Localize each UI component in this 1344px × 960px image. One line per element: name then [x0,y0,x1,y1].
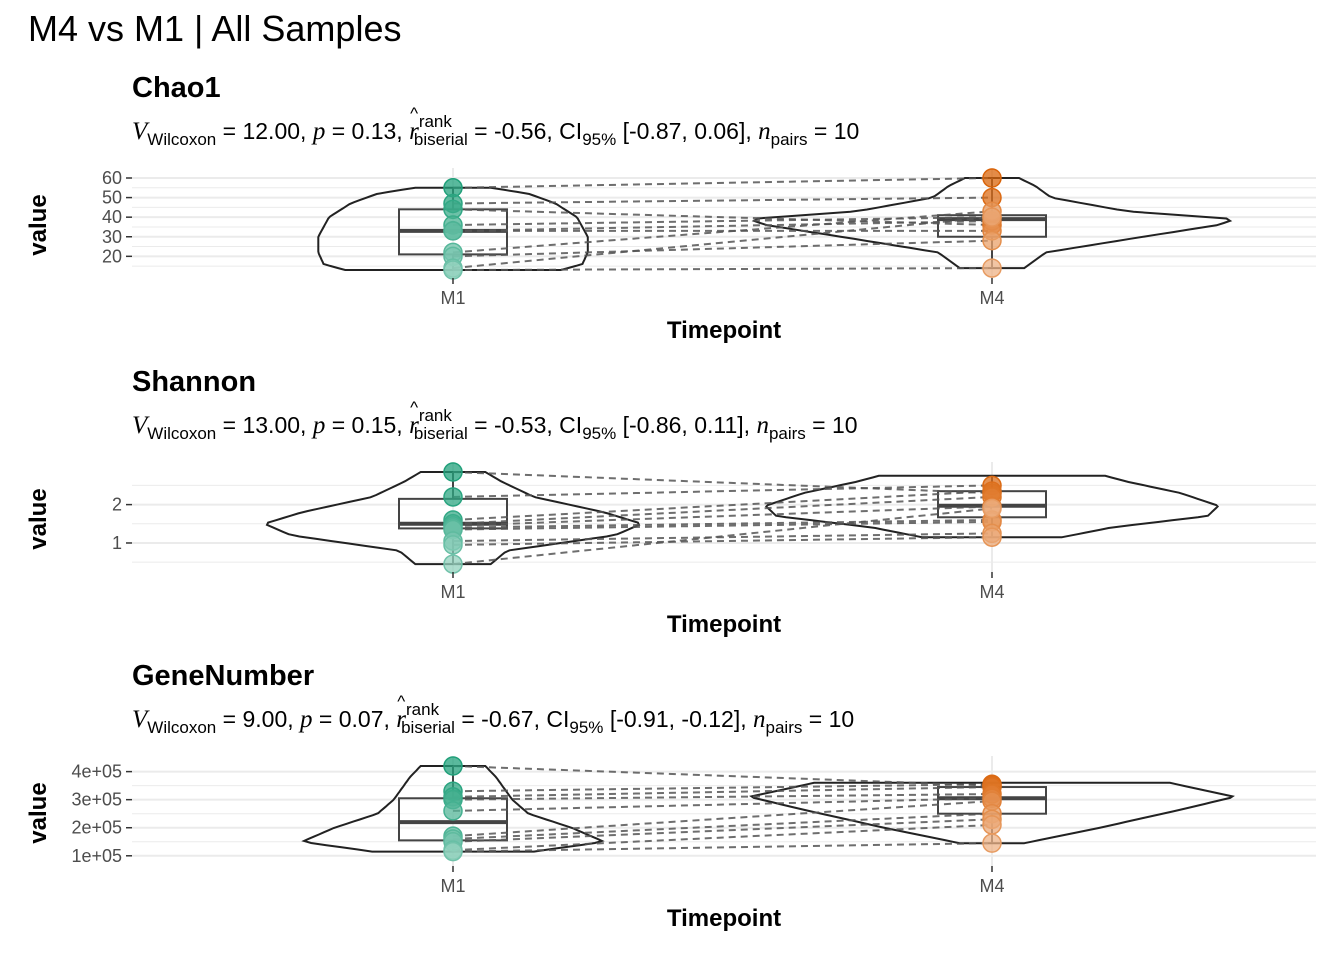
x-tick-label: M4 [979,876,1004,896]
panel-title: Chao1 [132,72,221,104]
x-axis-label: Timepoint [667,611,781,638]
pair-line [452,842,993,853]
violin-m4 [751,177,1233,270]
pair-line [452,220,993,232]
chart-svg: 1e+05 2e+05 3e+05 4e+05 M1 M4 Timepoint value [25,756,1316,932]
ci-value: [-0.87, 0.06] [622,118,746,144]
pair-line [452,536,993,546]
n-value: 10 [833,118,860,144]
violin-m1 [301,765,605,853]
y-tick-label: 30 [102,227,122,247]
chart-panel-shannon: Shannon VWilcoxon = 13.00, p = 0.15, r ^ ra… [0,366,1344,660]
y-tick-label: 1e+05 [71,846,122,866]
panel-title: Shannon [132,366,257,398]
panel-subtitle: VWilcoxon = 12.00, p = 0.13, r ^ rankbiser… [132,104,860,149]
point-m1 [443,801,463,821]
r-value: -0.53 [493,412,547,438]
y-tick-label: 20 [102,246,122,266]
chart-svg: 1 2 M1 M4 Timepoint value [25,462,1316,638]
pair-line [452,484,993,498]
y-axis-label: value [25,488,52,549]
violin-m4 [764,474,1220,539]
point-m1 [443,462,463,482]
point-m4 [982,207,1002,227]
pair-line [452,505,993,527]
pair-line [452,490,993,521]
point-m1 [443,841,463,862]
point-m4 [982,527,1002,547]
pair-line [452,267,993,272]
ci-value: [-0.91, -0.12] [609,706,741,732]
x-tick-label: M1 [440,582,465,602]
pair-line [452,520,993,531]
pair-line [452,765,993,787]
x-tick-label: M4 [979,288,1004,308]
point-m1 [443,221,463,241]
y-tick-label: 2 [112,495,122,515]
y-axis-label: value [25,782,52,843]
y-axis-label: value [25,194,52,255]
y-tick-label: 4e+05 [71,762,122,782]
stat-value: 12.00 [242,118,301,144]
pair-line [452,210,993,254]
r-value: -0.67 [481,706,534,732]
r-value: -0.56 [493,118,547,144]
x-axis-label: Timepoint [667,905,781,932]
y-tick-label: 1 [112,533,122,553]
x-axis-label: Timepoint [667,317,781,344]
y-tick-label: 40 [102,207,122,227]
point-m4 [982,230,1002,251]
point-m1 [443,535,463,555]
panel-subtitle: VWilcoxon = 13.00, p = 0.15, r ^ rankbiser… [132,398,858,443]
pair-line [452,216,993,270]
violin-m1 [265,471,641,566]
stat-value: 9.00 [242,706,288,732]
chart-panel-chao1: Chao1 VWilcoxon = 12.00, p = 0.13, r ^ rank… [0,72,1344,366]
pair-line [452,797,993,812]
pair-line [452,823,993,852]
p-value: 0.07 [338,706,384,732]
x-tick-label: M1 [440,876,465,896]
y-tick-label: 2e+05 [71,818,122,838]
point-m4 [982,258,1002,278]
violin-m4 [749,781,1235,845]
pair-line [452,812,993,840]
point-m4 [982,815,1002,835]
stat-value: 13.00 [242,412,301,438]
p-value: 0.15 [351,412,397,438]
pair-line [452,471,993,495]
p-value: 0.13 [351,118,397,144]
point-m4 [982,833,1002,853]
pair-line [452,177,993,189]
y-tick-label: 3e+05 [71,790,122,810]
y-tick-label: 60 [102,168,122,188]
page-title: M4 vs M1 | All Samples [28,8,402,49]
panel-subtitle: VWilcoxon = 9.00, p = 0.07, r ^ rankbiseri… [132,692,855,737]
pair-line [452,239,993,258]
ci-value: [-0.86, 0.11] [622,412,744,438]
pair-line [452,507,993,566]
pair-line [452,818,993,843]
pair-line [452,800,993,838]
n-value: 10 [828,706,855,732]
point-m1 [443,487,463,507]
pair-line [452,518,993,529]
x-tick-label: M4 [979,582,1004,602]
point-m1 [443,756,463,776]
point-m4 [982,168,1002,188]
panel-title: GeneNumber [132,660,315,692]
y-tick-label: 50 [102,188,122,208]
chart-panel-genenumber: GeneNumber VWilcoxon = 9.00, p = 0.07, r ^… [0,660,1344,954]
point-m1 [443,260,463,280]
pair-line [452,196,993,205]
pair-line [452,495,993,525]
pair-line [452,786,993,798]
point-m4 [982,498,1002,519]
x-tick-label: M1 [440,288,465,308]
pair-line [452,783,993,793]
pair-line [452,793,993,801]
point-m1 [443,554,463,574]
n-value: 10 [832,412,858,438]
